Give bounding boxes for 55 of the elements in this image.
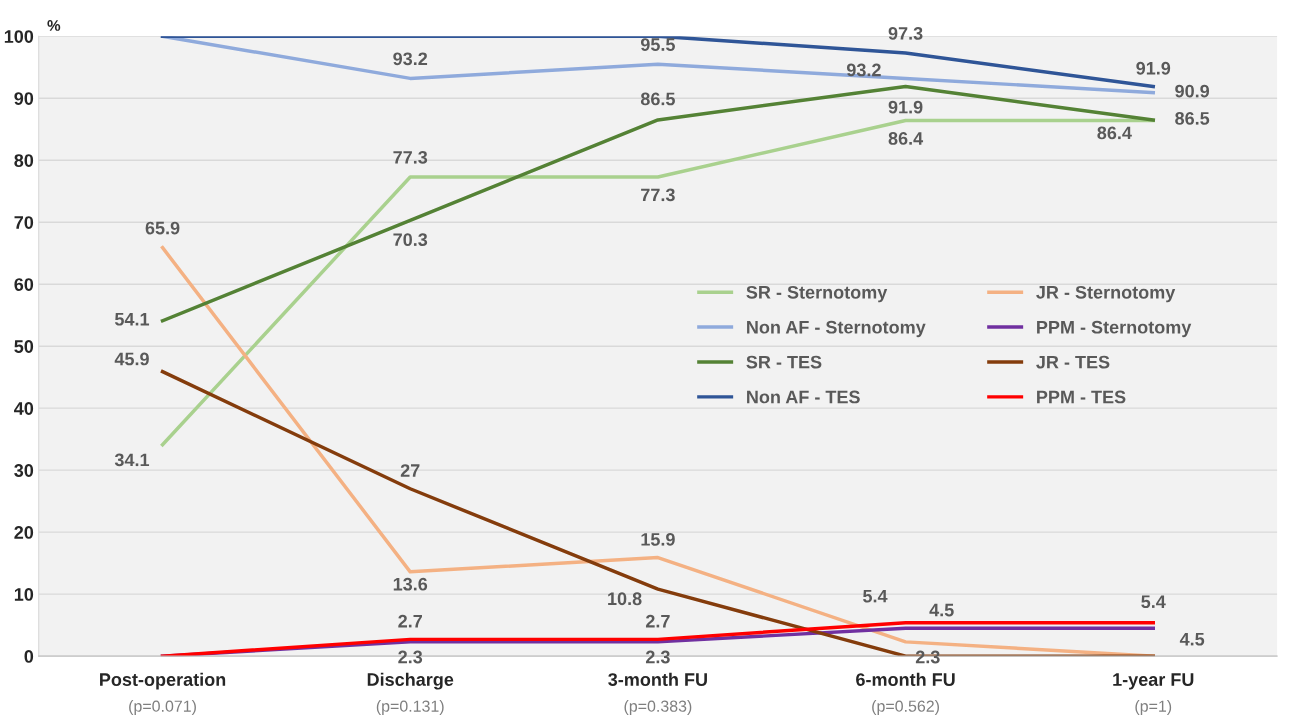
x-tick-label: 6-month FU (p=0.562)	[856, 672, 955, 715]
y-tick-label: 60	[14, 278, 34, 291]
y-tick-label: 70	[14, 216, 34, 229]
data-label: 65.9	[145, 221, 180, 235]
data-label: 97.3	[888, 26, 923, 40]
data-label: 2.3	[645, 650, 670, 664]
data-label: 45.9	[114, 352, 149, 366]
data-label: 93.2	[846, 63, 881, 77]
data-label: 86.4	[1097, 126, 1132, 140]
y-tick-label: 50	[14, 340, 34, 353]
legend-label: JR - TES	[1036, 355, 1110, 369]
y-tick-label: 10	[14, 588, 34, 601]
y-tick-label: 0	[24, 650, 34, 663]
data-label: 15.9	[641, 532, 675, 546]
data-label: 77.3	[393, 150, 428, 164]
data-label: 2.7	[645, 614, 670, 628]
data-label: 5.4	[1141, 595, 1166, 609]
y-tick-label: 80	[14, 154, 34, 167]
legend-label: JR - Sternotomy	[1036, 285, 1176, 303]
data-label: 10.8	[608, 592, 642, 606]
data-label: 90.9	[1175, 84, 1210, 98]
data-label: 2.7	[398, 614, 422, 628]
data-label: 91.9	[1136, 61, 1171, 75]
data-label: 5.4	[863, 589, 888, 603]
data-label: 86.4	[888, 132, 924, 145]
data-label: 54.1	[114, 313, 150, 326]
y-tick-label: 100	[4, 30, 34, 43]
x-tick-label: 3-month FU (p=0.383)	[608, 672, 707, 715]
legend-label: PPM - Sternotomy	[1037, 320, 1192, 338]
data-label: 13.6	[393, 577, 428, 591]
data-label: 93.2	[393, 52, 428, 66]
data-label: 86.5	[1175, 111, 1210, 125]
data-label: 34.1	[114, 453, 150, 467]
y-tick-label: 30	[14, 464, 34, 477]
data-label: 2.3	[398, 650, 423, 664]
x-tick-label: 1-year FU (p=1)	[1113, 673, 1194, 715]
x-tick-label: Post-operation (p=0.071)	[100, 672, 226, 715]
legend-label: PPM - TES	[1037, 390, 1126, 404]
data-label: 4.5	[1179, 632, 1205, 646]
data-label: 77.3	[641, 188, 675, 202]
legend-label: Non AF - TES	[747, 390, 860, 404]
legend-label: Non AF - Sternotomy	[747, 320, 926, 338]
data-label: 27	[400, 464, 420, 477]
y-tick-label: 40	[14, 402, 34, 415]
data-label: 95.5	[640, 38, 675, 51]
y-tick-label: 90	[14, 92, 34, 105]
x-tick-label: Discharge (p=0.131)	[367, 672, 454, 715]
y-axis-title: %	[47, 20, 61, 31]
data-label: 4.5	[929, 603, 954, 617]
data-label: 86.5	[640, 92, 675, 106]
y-tick-label: 20	[14, 526, 34, 539]
data-label: 70.3	[393, 233, 428, 247]
data-label: 91.9	[888, 100, 923, 114]
legend-label: SR - TES	[746, 355, 822, 369]
legend-label: SR - Sternotomy	[746, 285, 888, 303]
